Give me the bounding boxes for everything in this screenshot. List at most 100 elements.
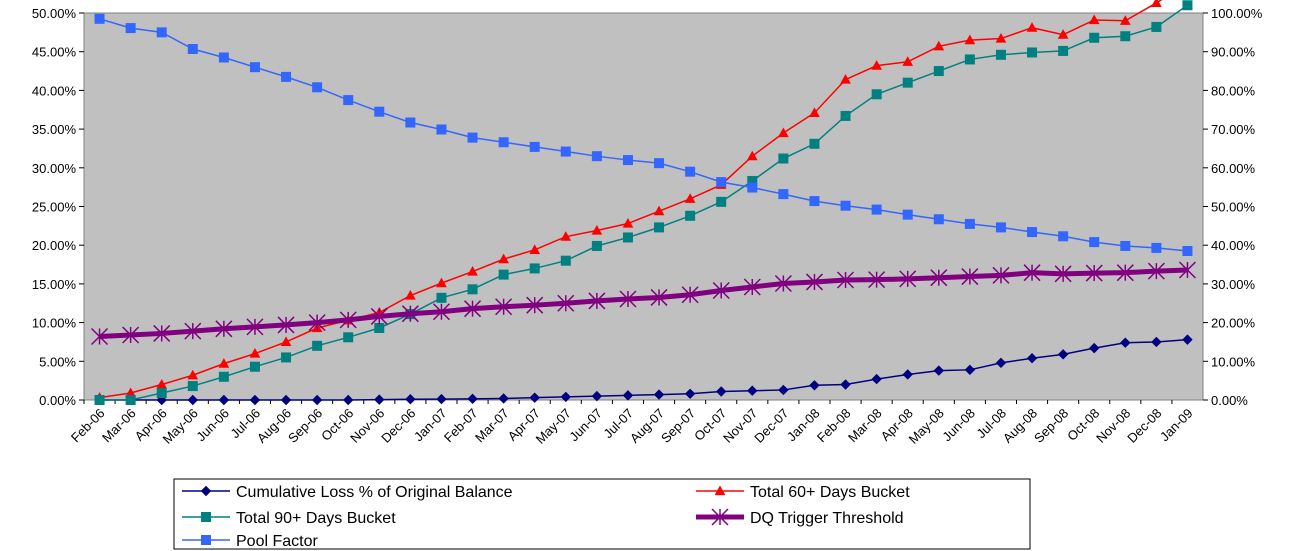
left-axis: 0.00% 5.00% 10.00% 15.00% 20.00% 25.00% 30.00%… (32, 6, 84, 408)
left-tick-label: 35.00% (32, 122, 77, 137)
x-tick-label: Jun-06 (193, 406, 232, 445)
data-point (122, 326, 140, 344)
data-point (933, 40, 945, 51)
data-point (280, 336, 292, 347)
data-point (529, 141, 540, 152)
x-tick-label: Nov-08 (1093, 406, 1133, 446)
data-point (588, 292, 606, 310)
data-point (560, 255, 571, 266)
series-3 (91, 261, 1196, 346)
data-point (681, 286, 699, 304)
data-point (685, 210, 696, 221)
data-point (498, 393, 509, 404)
data-point (653, 205, 665, 216)
data-point (343, 332, 354, 343)
x-tick-label: Aug-08 (1000, 406, 1040, 446)
data-point (809, 380, 820, 391)
left-tick-label: 45.00% (32, 45, 77, 60)
data-point (654, 222, 665, 233)
x-tick-label: May-08 (906, 406, 947, 447)
data-point (526, 296, 544, 314)
data-point (1151, 0, 1162, 8)
data-point (339, 311, 357, 329)
data-point (964, 218, 975, 229)
data-point (1054, 265, 1072, 283)
data-point (187, 394, 198, 406)
legend-swatch-marker (200, 485, 212, 497)
data-point (94, 13, 105, 24)
right-axis: 0.00% 10.00% 20.00% 30.00% 40.00% 50.00% 60.00… (1203, 6, 1263, 408)
data-point (467, 265, 478, 276)
x-tick-label: Feb-07 (441, 406, 481, 446)
x-tick-label: Aug-06 (254, 406, 294, 446)
x-tick-label: Sep-07 (658, 406, 698, 446)
data-point (650, 288, 668, 306)
data-point (871, 89, 882, 100)
data-point (964, 54, 975, 65)
right-tick-label: 70.00% (1211, 122, 1256, 137)
data-point (992, 266, 1010, 284)
data-point (619, 290, 637, 308)
data-point (311, 394, 323, 406)
data-point (778, 189, 789, 200)
data-point (467, 284, 478, 295)
data-point (622, 232, 633, 243)
data-point (1023, 264, 1041, 282)
data-point (930, 269, 948, 287)
data-point (125, 23, 136, 34)
x-tick-label: Feb-08 (814, 406, 854, 446)
data-point (498, 253, 509, 264)
legend-swatch-marker (201, 535, 211, 545)
x-tick-label: Sep-06 (285, 406, 325, 446)
x-tick-label: Mar-08 (845, 406, 885, 446)
legend-item: Total 60+ Days Bucket (696, 484, 910, 501)
data-point (591, 390, 603, 402)
data-point (747, 385, 758, 396)
data-point (1027, 227, 1038, 238)
right-tick-label: 50.00% (1211, 200, 1256, 215)
data-point (871, 204, 882, 215)
data-point (1089, 342, 1100, 354)
data-point (495, 298, 513, 316)
data-point (995, 357, 1007, 369)
data-point (684, 388, 696, 400)
data-point (560, 391, 571, 403)
right-tick-label: 80.00% (1211, 83, 1256, 98)
data-point (712, 281, 730, 300)
right-tick-label: 60.00% (1211, 161, 1256, 176)
data-point (1151, 336, 1162, 348)
data-point (249, 348, 261, 358)
data-point (498, 269, 509, 280)
data-point (1119, 15, 1131, 25)
data-point (746, 150, 758, 161)
data-point (560, 146, 571, 157)
data-point (1182, 246, 1193, 257)
data-point (374, 323, 385, 334)
x-tick-label: Jan-09 (1157, 406, 1196, 445)
data-point (622, 155, 633, 166)
data-point (995, 222, 1006, 233)
right-tick-label: 20.00% (1211, 316, 1256, 331)
data-point (778, 127, 789, 138)
data-point (871, 60, 882, 70)
left-tick-label: 15.00% (32, 277, 77, 292)
data-point (1116, 264, 1134, 282)
data-point (716, 177, 727, 188)
data-point (840, 379, 851, 390)
data-point (1182, 334, 1193, 345)
data-point (1178, 261, 1196, 279)
data-point (964, 34, 976, 45)
data-point (995, 33, 1007, 43)
left-tick-label: 20.00% (32, 238, 77, 253)
series-line (99, 267, 1188, 340)
data-point (778, 384, 789, 396)
data-point (902, 369, 913, 380)
data-point (1182, 0, 1193, 11)
data-point (1026, 22, 1038, 32)
data-point (995, 49, 1006, 60)
data-point (436, 292, 447, 303)
legend-item: Total 90+ Days Bucket (182, 510, 396, 527)
data-point (1057, 349, 1069, 360)
data-point (743, 278, 761, 296)
data-point (622, 390, 634, 401)
